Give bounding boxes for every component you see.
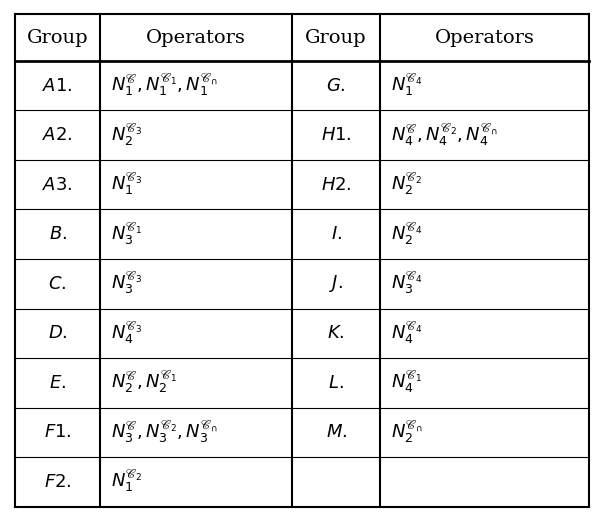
- Text: $A2.$: $A2.$: [42, 126, 73, 144]
- Text: $N_2^{\mathscr{C}_4}$: $N_2^{\mathscr{C}_4}$: [391, 221, 423, 248]
- Text: $H1.$: $H1.$: [321, 126, 352, 144]
- Text: $N_2^{\mathscr{C}_{\cap}}$: $N_2^{\mathscr{C}_{\cap}}$: [391, 419, 423, 446]
- Text: $F2.$: $F2.$: [43, 473, 71, 491]
- Text: $A1.$: $A1.$: [42, 77, 73, 94]
- Text: $N_2^{\mathscr{C}_3}$: $N_2^{\mathscr{C}_3}$: [111, 122, 143, 149]
- Text: $C.$: $C.$: [48, 275, 66, 293]
- Text: $L.$: $L.$: [328, 374, 344, 392]
- Text: $N_4^{\mathscr{C}_4}$: $N_4^{\mathscr{C}_4}$: [391, 320, 423, 347]
- Text: Group: Group: [27, 29, 88, 46]
- Text: Operators: Operators: [146, 29, 246, 46]
- Text: $N_1^{\mathscr{C}}, N_1^{\mathscr{C}_1}, N_1^{\mathscr{C}_{\cap}}$: $N_1^{\mathscr{C}}, N_1^{\mathscr{C}_1},…: [111, 72, 218, 99]
- Text: $I.$: $I.$: [330, 225, 342, 243]
- Text: $F1.$: $F1.$: [43, 424, 71, 441]
- Text: $A3.$: $A3.$: [42, 176, 73, 194]
- Text: $N_1^{\mathscr{C}_3}$: $N_1^{\mathscr{C}_3}$: [111, 171, 143, 198]
- Text: $N_3^{\mathscr{C}_1}$: $N_3^{\mathscr{C}_1}$: [111, 221, 143, 248]
- Text: $N_4^{\mathscr{C}}, N_4^{\mathscr{C}_2}, N_4^{\mathscr{C}_{\cap}}$: $N_4^{\mathscr{C}}, N_4^{\mathscr{C}_2},…: [391, 122, 498, 149]
- Text: $N_4^{\mathscr{C}_3}$: $N_4^{\mathscr{C}_3}$: [111, 320, 143, 347]
- Text: Operators: Operators: [434, 29, 535, 46]
- Text: $N_3^{\mathscr{C}}, N_3^{\mathscr{C}_2}, N_3^{\mathscr{C}_{\cap}}$: $N_3^{\mathscr{C}}, N_3^{\mathscr{C}_2},…: [111, 419, 218, 446]
- Text: $N_2^{\mathscr{C}_2}$: $N_2^{\mathscr{C}_2}$: [391, 171, 422, 198]
- Text: $H2.$: $H2.$: [321, 176, 352, 194]
- Text: Group: Group: [306, 29, 367, 46]
- Text: $N_1^{\mathscr{C}_2}$: $N_1^{\mathscr{C}_2}$: [111, 469, 143, 495]
- Text: $M.$: $M.$: [326, 424, 347, 441]
- Text: $K.$: $K.$: [327, 325, 345, 342]
- Text: $N_3^{\mathscr{C}_3}$: $N_3^{\mathscr{C}_3}$: [111, 270, 143, 297]
- Text: $N_2^{\mathscr{C}}, N_2^{\mathscr{C}_1}$: $N_2^{\mathscr{C}}, N_2^{\mathscr{C}_1}$: [111, 369, 177, 396]
- Text: $N_1^{\mathscr{C}_4}$: $N_1^{\mathscr{C}_4}$: [391, 72, 423, 99]
- Text: $D.$: $D.$: [48, 325, 68, 342]
- Text: $E.$: $E.$: [49, 374, 66, 392]
- Text: $J.$: $J.$: [329, 273, 343, 294]
- Text: $N_3^{\mathscr{C}_4}$: $N_3^{\mathscr{C}_4}$: [391, 270, 423, 297]
- Text: $N_4^{\mathscr{C}_1}$: $N_4^{\mathscr{C}_1}$: [391, 369, 422, 396]
- Text: $B.$: $B.$: [48, 225, 66, 243]
- Text: $G.$: $G.$: [326, 77, 346, 94]
